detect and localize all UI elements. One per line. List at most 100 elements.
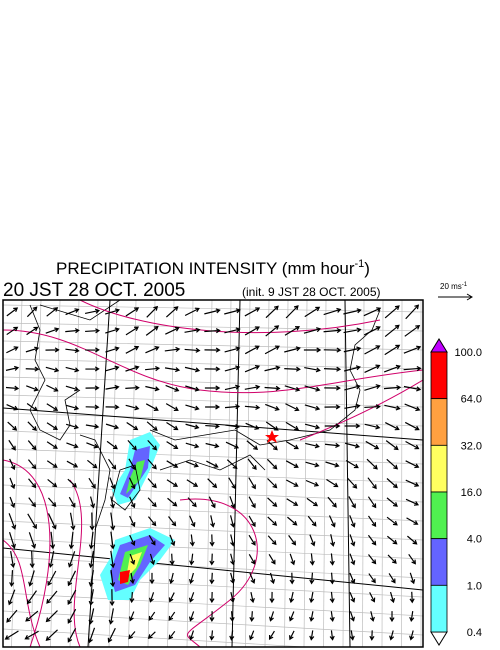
wind-arrow — [145, 385, 160, 392]
location-star — [265, 430, 279, 443]
wind-arrow — [344, 384, 361, 391]
wind-arrow — [323, 327, 342, 334]
wind-arrow — [69, 512, 76, 531]
wind-arrow — [403, 345, 422, 354]
wind-arrow — [244, 384, 261, 390]
wind-arrow — [285, 421, 300, 431]
wind-arrow — [66, 460, 79, 468]
grid-line — [147, 300, 156, 647]
wind-arrow — [204, 308, 221, 315]
wind-arrow — [164, 367, 181, 373]
wind-arrow — [189, 553, 195, 566]
wind-arrow — [210, 515, 216, 528]
wind-arrow — [147, 497, 157, 508]
wind-arrow — [406, 517, 419, 525]
wind-arrow — [88, 589, 94, 606]
colorbar-band — [430, 584, 448, 633]
grid-line — [401, 300, 403, 647]
wind-arrow — [26, 590, 37, 605]
wind-arrow — [367, 496, 377, 509]
wind-arrow — [184, 366, 201, 373]
wind-arrow — [209, 611, 215, 622]
wind-arrow — [147, 516, 157, 527]
wind-arrow — [125, 345, 140, 354]
grid-line — [3, 412, 423, 427]
wind-arrow — [288, 611, 295, 622]
colorbar-label: 32.0 — [461, 440, 482, 452]
wind-arrow — [329, 630, 335, 641]
wind-arrow — [343, 327, 362, 334]
title-end: ) — [364, 259, 370, 278]
wind-arrow — [29, 550, 35, 569]
wind-arrow — [229, 591, 235, 604]
grid-line — [3, 538, 423, 560]
wind-arrow — [50, 531, 56, 550]
wind-arrow — [324, 404, 341, 410]
wind-arrow — [249, 572, 256, 584]
wind-arrow — [349, 534, 356, 547]
wind-arrow — [267, 478, 278, 489]
wind-arrow — [168, 592, 175, 603]
wind-arrow — [65, 385, 80, 392]
wind-arrow — [265, 421, 279, 431]
wind-arrow — [8, 513, 17, 530]
wind-arrow — [409, 630, 415, 641]
grid-line — [3, 304, 423, 313]
wind-arrow — [24, 630, 39, 640]
wind-arrow — [404, 324, 421, 337]
wind-arrow — [28, 478, 37, 489]
wind-arrow — [384, 344, 401, 356]
domain-lines — [3, 300, 423, 647]
wind-arrow — [46, 441, 58, 449]
grid-line — [69, 300, 80, 647]
wind-arrow — [166, 441, 179, 449]
wind-arrow — [145, 403, 159, 411]
wind-arrow — [230, 553, 236, 566]
wind-arrow — [9, 477, 16, 490]
wind-arrow — [109, 589, 115, 607]
wind-arrow — [186, 479, 199, 487]
title-main: PRECIPITATION INTENSITY (mm hour — [56, 259, 355, 278]
wind-arrow — [268, 630, 275, 640]
wind-arrow — [65, 328, 80, 334]
wind-arrow — [224, 308, 241, 315]
wind-arrow — [47, 513, 57, 530]
wind-arrow — [129, 534, 136, 546]
wind-arrow — [388, 573, 396, 584]
wind-arrow — [67, 589, 77, 605]
grid-line — [303, 300, 308, 647]
wind-arrow — [125, 404, 140, 411]
wind-arrow — [67, 570, 77, 587]
wind-arrow — [287, 516, 298, 526]
wind-arrow — [309, 591, 315, 604]
wind-arrow — [383, 364, 401, 373]
wind-arrow — [129, 592, 135, 604]
wind-arrow — [267, 497, 278, 508]
wind-arrow — [169, 572, 175, 585]
wind-arrow — [67, 628, 77, 643]
wind-arrow — [306, 497, 319, 507]
wind-arrow — [168, 630, 176, 640]
wind-arrow — [68, 531, 74, 550]
wind-arrow — [47, 497, 57, 508]
wind-arrow — [147, 459, 157, 470]
wind-arrow — [269, 611, 275, 622]
init-time: (init. 9 JST 28 OCT. 2005) — [242, 285, 381, 299]
wind-arrow — [189, 534, 195, 547]
wind-arrow — [249, 630, 255, 641]
wind-arrow — [67, 608, 77, 624]
wind-arrow — [403, 385, 422, 392]
wind-arrow — [343, 346, 362, 353]
wind-arrow — [327, 496, 337, 508]
wind-arrow — [344, 403, 361, 409]
wind-arrow — [166, 421, 179, 431]
wind-arrow — [67, 551, 76, 568]
wind-arrow — [384, 324, 400, 338]
wind-arrow — [285, 305, 299, 319]
wind-arrow — [128, 631, 136, 640]
wind-arrow — [224, 404, 241, 410]
wind-arrow — [207, 478, 218, 489]
wind-arrow — [166, 460, 179, 468]
wind-arrow — [189, 630, 195, 641]
wind-arrow — [47, 570, 57, 587]
